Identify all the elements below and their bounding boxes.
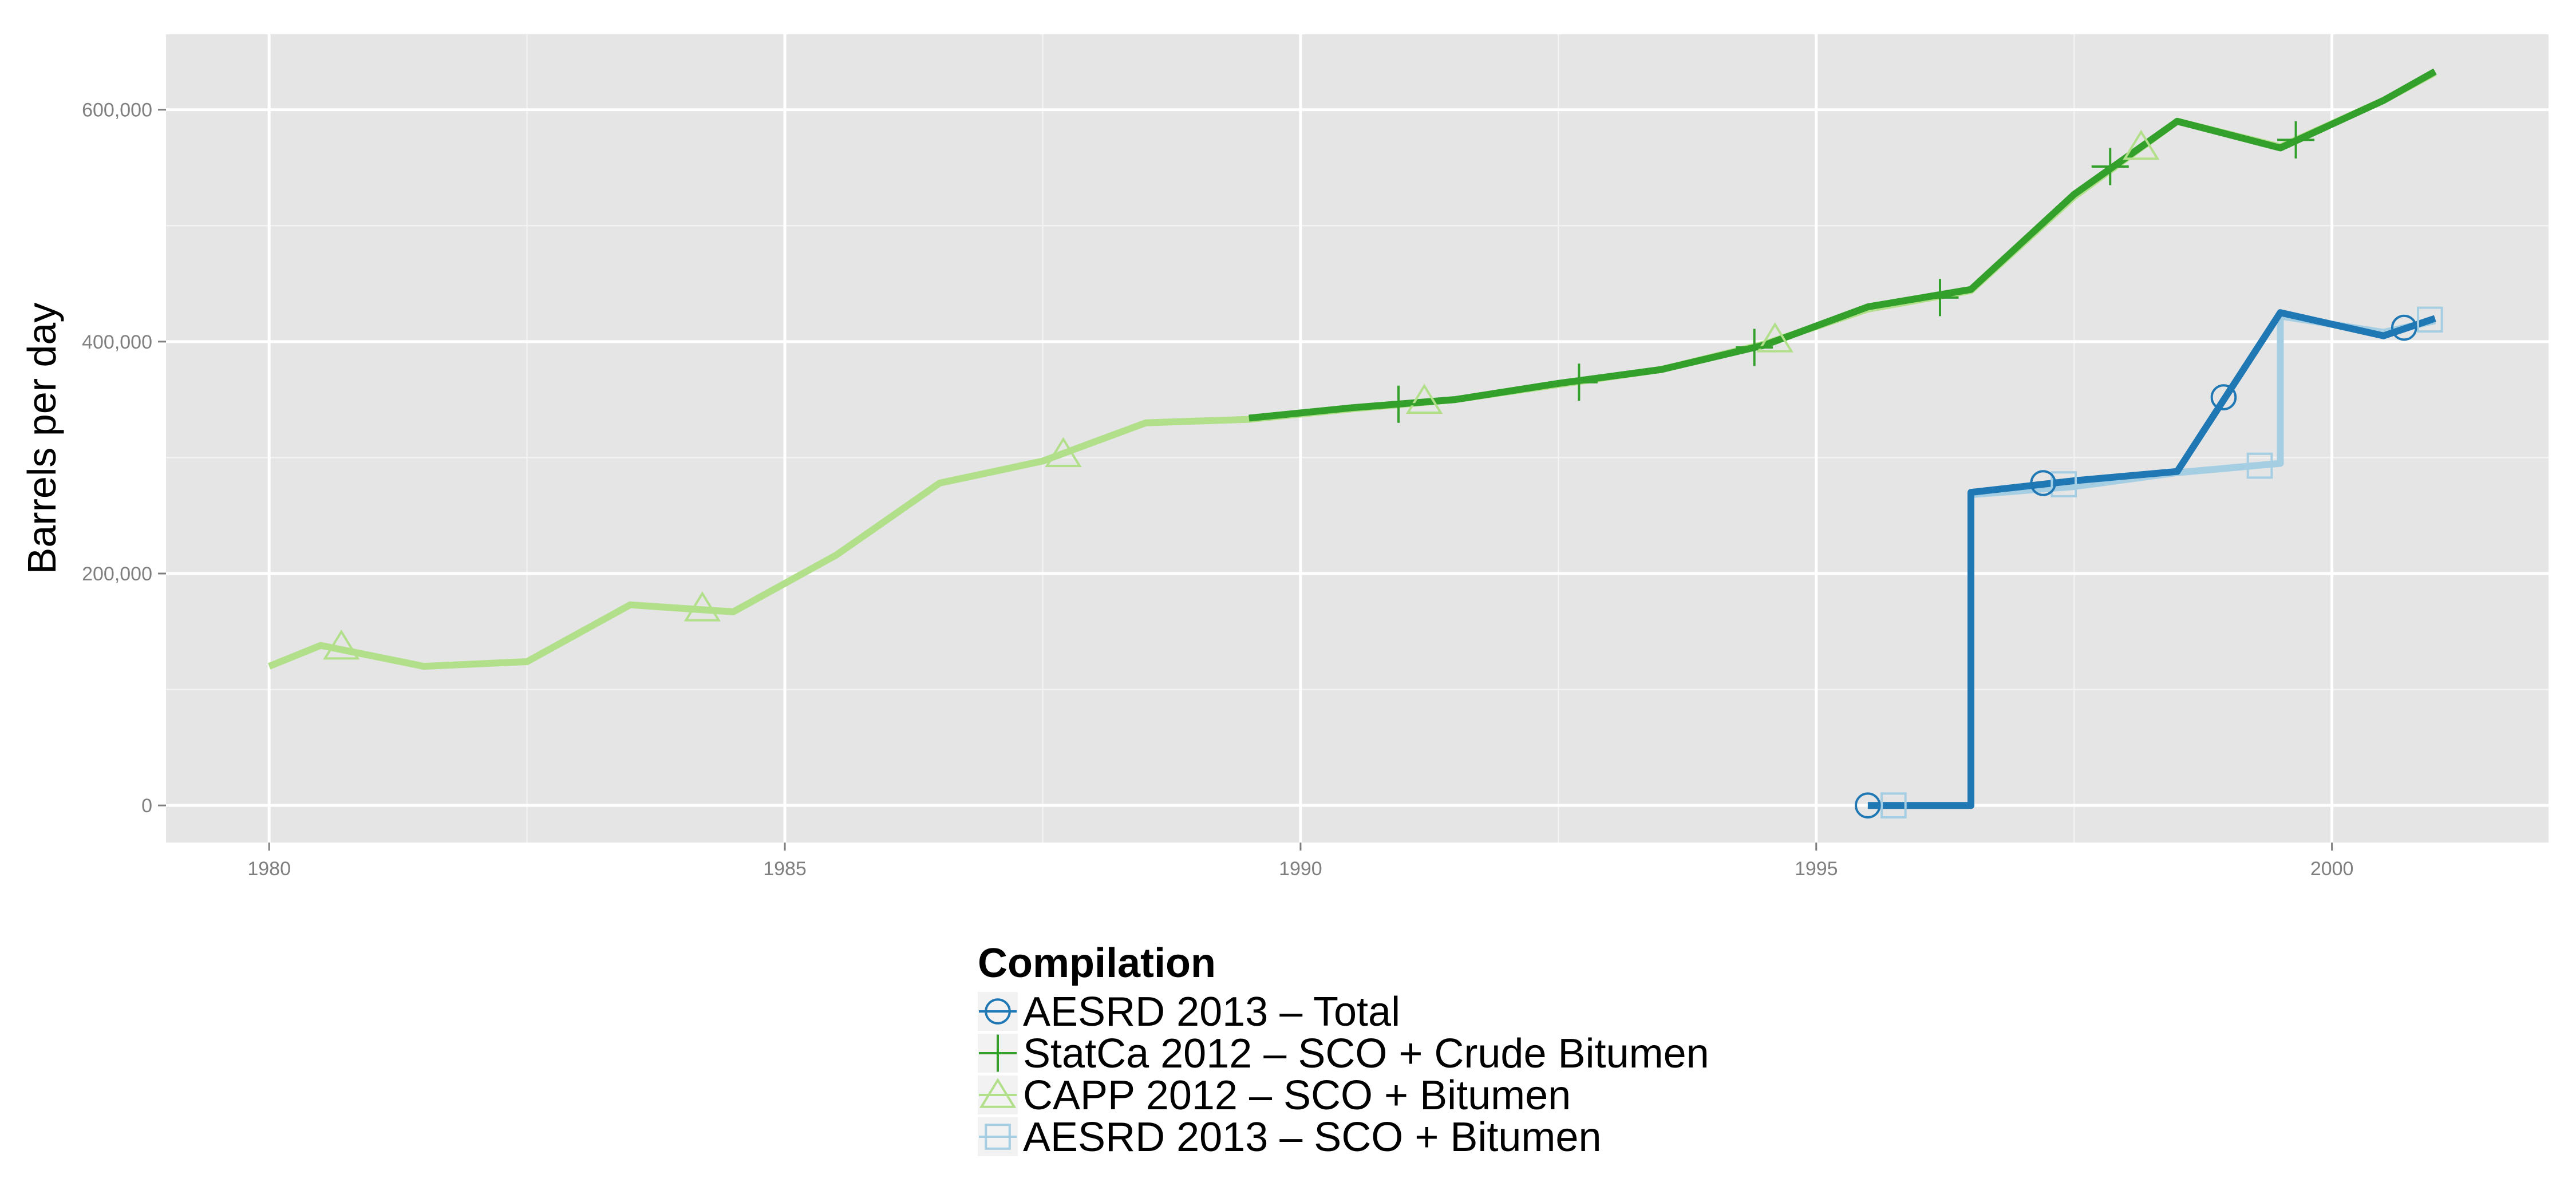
square-marker — [2246, 452, 2273, 479]
legend-label: AESRD 2013 – SCO + Bitumen — [1023, 1114, 1602, 1160]
circle-marker — [2391, 314, 2417, 341]
x-axis: 1980 1985 1990 1995 2000 — [247, 843, 2353, 880]
triangle-marker — [1405, 383, 1443, 414]
square-marker — [2417, 306, 2443, 333]
legend-label: StatCa 2012 – SCO + Crude Bitumen — [1023, 1031, 1709, 1077]
plus-marker — [1560, 363, 1598, 401]
circle-marker — [1855, 792, 1881, 819]
y-tick-label: 0 — [141, 795, 152, 817]
triangle-marker — [683, 591, 721, 622]
minor-gridlines — [166, 34, 2549, 843]
triangle-marker — [323, 629, 360, 660]
y-tick-label: 400,000 — [82, 331, 152, 353]
x-tick-label: 1995 — [1795, 858, 1838, 880]
y-tick-label: 200,000 — [82, 563, 152, 585]
plus-marker — [979, 1034, 1017, 1072]
y-axis: 0 200,000 400,000 600,000 — [82, 100, 166, 817]
plus-marker — [1380, 385, 1417, 423]
plot-panel — [166, 34, 2549, 843]
triangle-marker — [1756, 322, 1793, 353]
plus-marker — [2277, 121, 2315, 159]
circle-marker — [985, 998, 1011, 1025]
legend-title: Compilation — [978, 940, 1216, 986]
major-gridlines — [166, 34, 2549, 843]
triangle-marker — [2123, 129, 2160, 160]
x-tick-label: 1985 — [763, 858, 807, 880]
square-marker — [1880, 792, 1907, 819]
y-axis-title: Barrels per day — [19, 303, 64, 575]
legend-label: CAPP 2012 – SCO + Bitumen — [1023, 1073, 1571, 1118]
triangle-marker — [1045, 437, 1082, 468]
series-line — [1867, 309, 2436, 809]
circle-marker — [2210, 384, 2237, 410]
y-tick-label: 600,000 — [82, 100, 152, 121]
legend-label: AESRD 2013 – Total — [1023, 989, 1400, 1035]
x-tick-label: 1980 — [247, 858, 291, 880]
circle-marker — [2030, 470, 2056, 496]
marker-layer — [323, 121, 2443, 819]
series-line — [1249, 68, 2437, 422]
plus-marker — [1921, 279, 1959, 317]
plus-marker — [2091, 148, 2129, 185]
plus-marker — [1736, 329, 1773, 366]
x-tick-label: 2000 — [2310, 858, 2354, 880]
x-tick-label: 1990 — [1279, 858, 1322, 880]
square-marker — [2050, 471, 2077, 497]
square-marker — [985, 1124, 1011, 1150]
triangle-marker — [979, 1078, 1017, 1108]
series-layer — [267, 68, 2437, 809]
